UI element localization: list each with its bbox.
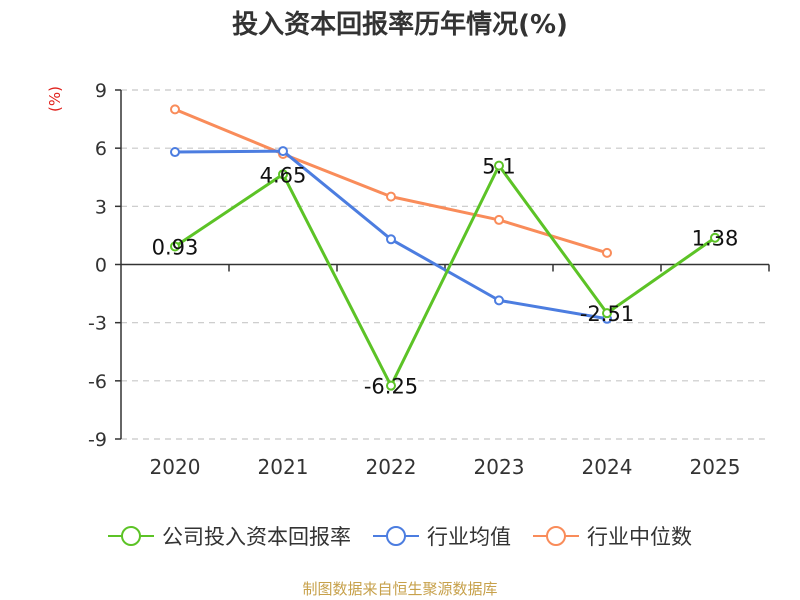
data-label: -2.51	[580, 302, 634, 326]
data-point	[710, 232, 720, 243]
chart-title: 投入资本回报率历年情况(%)	[232, 10, 568, 40]
x-tick-label: 2020	[150, 455, 201, 479]
data-point	[386, 234, 396, 245]
legend-label-company: 公司投入资本回报率	[162, 525, 351, 549]
series-lines	[170, 104, 720, 391]
legend-label-industry-median: 行业中位数	[587, 525, 692, 549]
legend-item-company[interactable]: 公司投入资本回报率	[108, 521, 351, 551]
data-label: 4.65	[260, 163, 307, 187]
data-point	[602, 247, 612, 258]
source-footer: 制图数据来自恒生聚源数据库	[302, 580, 498, 598]
legend-marker-company	[108, 526, 154, 546]
data-label: 1.38	[692, 227, 739, 251]
data-point	[278, 169, 288, 180]
legend-item-industry-median[interactable]: 行业中位数	[533, 521, 692, 551]
legend-label-industry-mean: 行业均值	[427, 525, 511, 549]
data-point	[602, 308, 612, 319]
x-tick-label: 2025	[690, 455, 741, 479]
data-point	[494, 295, 504, 306]
x-tick-label: 2021	[258, 455, 309, 479]
data-point	[386, 191, 396, 202]
y-tick-label: 0	[95, 255, 107, 277]
legend-marker-industry-mean	[373, 526, 419, 546]
data-label: 0.93	[152, 235, 199, 259]
axes: 9 6 3 0 -3 -6 -9 2020 2021 2022 2023 2024 2025	[88, 80, 770, 479]
x-tick-label: 2024	[582, 455, 633, 479]
series-line-2	[174, 108, 608, 255]
x-tick-label: 2022	[366, 455, 417, 479]
legend: 公司投入资本回报率 行业均值 行业中位数	[0, 520, 800, 552]
data-label: -6.25	[364, 375, 418, 399]
legend-marker-industry-median	[533, 526, 579, 546]
series-line-0	[174, 164, 716, 388]
data-point	[494, 160, 504, 171]
y-tick-label: 9	[95, 80, 107, 102]
y-tick-label: 6	[95, 138, 107, 160]
data-point	[386, 380, 396, 391]
data-point	[170, 241, 180, 252]
data-label: 5.1	[482, 155, 515, 179]
legend-item-industry-mean[interactable]: 行业均值	[373, 521, 511, 551]
x-tick-label: 2023	[474, 455, 525, 479]
gridlines	[121, 89, 769, 440]
y-tick-label: -6	[88, 371, 107, 393]
data-point	[494, 214, 504, 225]
data-point	[170, 104, 180, 115]
y-tick-label: -3	[88, 313, 107, 335]
data-point	[278, 146, 288, 157]
y-tick-label: -9	[88, 429, 107, 451]
data-labels: 0.93 4.65 -6.25 5.1 -2.51 1.38	[152, 155, 739, 399]
y-tick-label: 3	[95, 196, 107, 218]
data-point	[170, 147, 180, 158]
